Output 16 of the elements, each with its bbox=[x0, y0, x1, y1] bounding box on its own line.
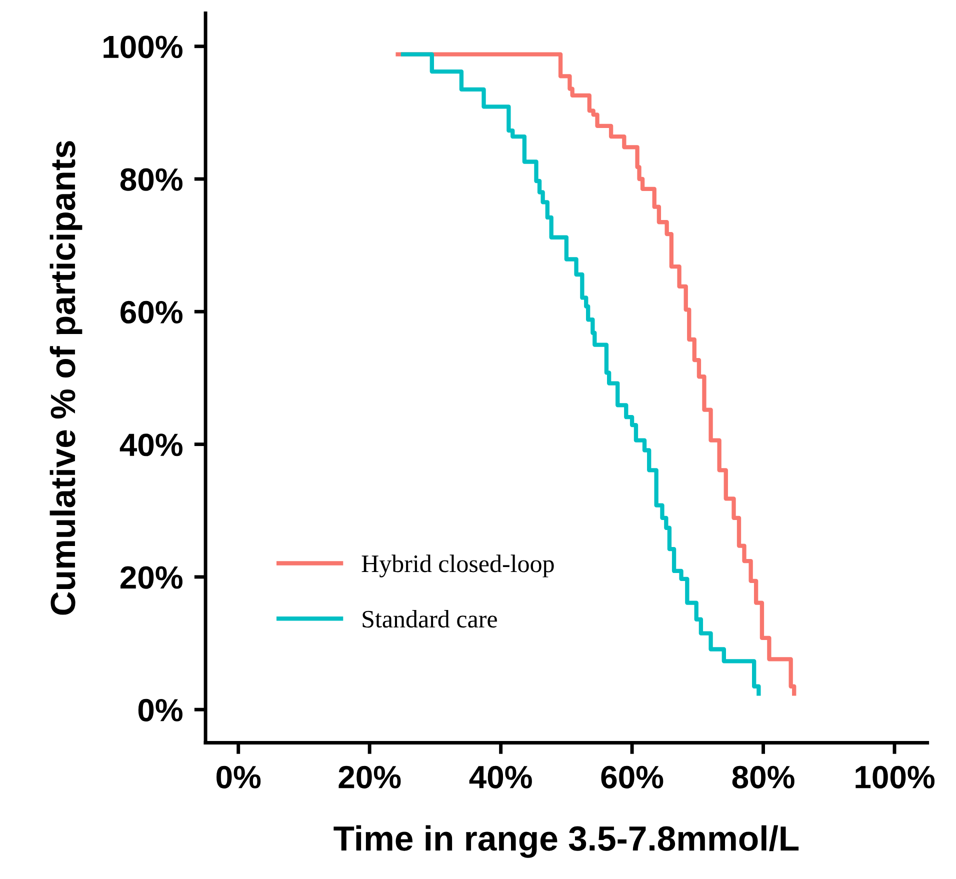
y-tick-label: 20% bbox=[120, 566, 182, 589]
legend-label: Hybrid closed-loop bbox=[362, 554, 554, 578]
x-tick-label: 20% bbox=[338, 766, 401, 788]
legend-label: Standard care bbox=[362, 610, 497, 628]
x-axis-title: Time in range 3.5-7.8mmol/L bbox=[334, 825, 799, 858]
x-tick-label: 60% bbox=[601, 766, 664, 788]
y-tick-label: 100% bbox=[104, 36, 182, 58]
x-tick-label: 0% bbox=[216, 766, 261, 788]
y-tick-label: 40% bbox=[120, 434, 182, 456]
y-tick-label: 80% bbox=[120, 168, 182, 191]
x-tick-label: 80% bbox=[732, 766, 794, 788]
y-tick-label: 60% bbox=[120, 300, 182, 324]
y-axis-title: Cumulative % of participants bbox=[50, 141, 82, 615]
x-tick-label: 100% bbox=[856, 766, 935, 788]
x-tick-label: 40% bbox=[469, 766, 532, 788]
y-tick-label: 0% bbox=[138, 698, 182, 722]
